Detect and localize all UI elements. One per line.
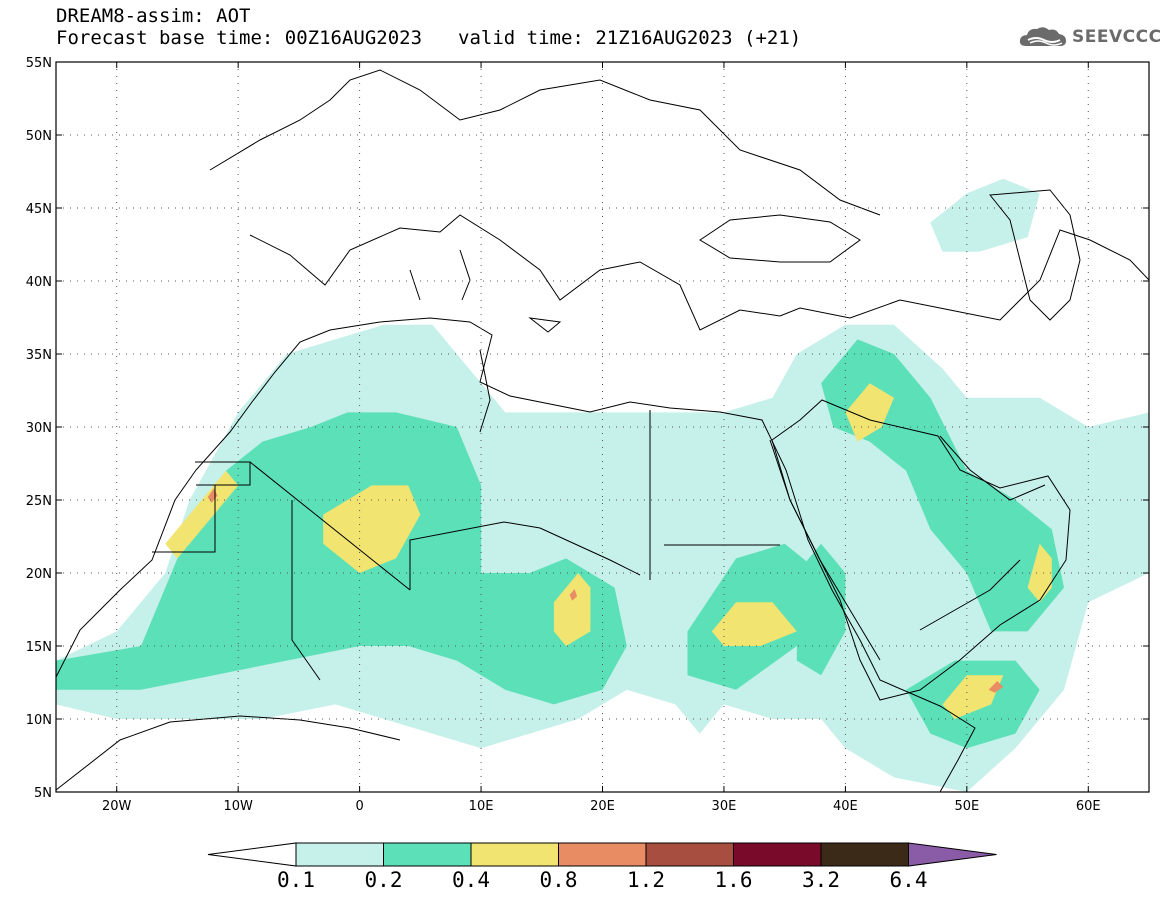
colorbar-under-triangle: [207, 842, 297, 867]
aot-contour-6: [796, 543, 846, 676]
colorbar: 0.1 0.2 0.4 0.8 1.2 1.6 3.2 6.4: [207, 842, 997, 892]
colorbar-bin-4: [645, 842, 734, 867]
lat-tick-label: 50N: [26, 129, 52, 144]
time-info: Forecast base time: 00Z16AUG2023 valid ti…: [56, 28, 801, 48]
aot-contour-2: [56, 412, 627, 705]
lon-tick-label: 60E: [1076, 799, 1101, 814]
lon-tick-label: 50E: [954, 799, 979, 814]
valid-time: valid time: 21Z16AUG2023 (+21): [458, 27, 802, 49]
colorbar-label: 0.8: [540, 868, 578, 892]
colorbar-over-triangle: [908, 842, 997, 867]
lon-tick-label: 30E: [712, 799, 737, 814]
colorbar-label: 3.2: [802, 868, 840, 892]
colorbar-label: 0.2: [365, 868, 403, 892]
cloud-logo-icon: [1019, 27, 1066, 46]
lat-tick-label: 5N: [34, 786, 52, 801]
aot-contour-9: [553, 573, 591, 646]
lon-tick-label: 10W: [223, 799, 253, 814]
aot-contour-16: [988, 681, 1004, 693]
colorbar-label: 6.4: [890, 868, 928, 892]
lat-tick-label: 15N: [26, 640, 52, 655]
seevccc-logo: SEEVCCC: [1018, 24, 1162, 50]
colorbar-bin-3: [558, 842, 647, 867]
base-time: Forecast base time: 00Z16AUG2023: [56, 27, 423, 49]
logo-text: SEEVCCC: [1072, 27, 1162, 47]
aot-contour-8: [165, 470, 239, 559]
lat-tick-label: 30N: [26, 421, 52, 436]
aot-contour-12: [1027, 543, 1052, 603]
colorbar-label: 0.4: [452, 868, 490, 892]
coastlines: [56, 69, 1149, 792]
lon-tick-label: 10E: [469, 799, 494, 814]
lon-tick-label: 20E: [590, 799, 615, 814]
lat-tick-label: 10N: [26, 713, 52, 728]
aot-contour-13: [942, 675, 1004, 719]
lon-tick-label: 0: [355, 799, 363, 814]
colorbar-label: 1.6: [715, 868, 753, 892]
graticule: [56, 62, 1149, 792]
lon-tick-label: 40E: [833, 799, 858, 814]
aot-contour-11: [711, 602, 797, 646]
aot-contour-15: [569, 589, 577, 601]
colorbar-label: 1.2: [627, 868, 665, 892]
aot-field: [56, 178, 1149, 792]
lon-tick-label: 20W: [102, 799, 132, 814]
lat-tick-label: 25N: [26, 494, 52, 509]
colorbar-bin-5: [733, 842, 822, 867]
lat-tick-label: 55N: [26, 56, 52, 71]
colorbar-label: 0.1: [277, 868, 315, 892]
colorbar-bin-6: [820, 842, 909, 867]
colorbar-bin-1: [383, 842, 472, 867]
axis-ticks: 20W 10W 0 10E 20E 30E 40E 50E 60E 5N 10N 15N 20N 25N 3…: [26, 56, 1149, 814]
colorbar-bin-0: [295, 842, 384, 867]
aot-contour-7: [323, 485, 421, 573]
aot-contour-1: [930, 178, 1040, 252]
aot-contour-10: [845, 383, 894, 442]
lat-tick-label: 40N: [26, 275, 52, 290]
map-title: DREAM8-assim: AOT: [56, 5, 251, 27]
colorbar-bin-2: [470, 842, 559, 867]
lat-tick-label: 35N: [26, 348, 52, 363]
lat-tick-label: 20N: [26, 567, 52, 582]
lat-tick-label: 45N: [26, 202, 52, 217]
